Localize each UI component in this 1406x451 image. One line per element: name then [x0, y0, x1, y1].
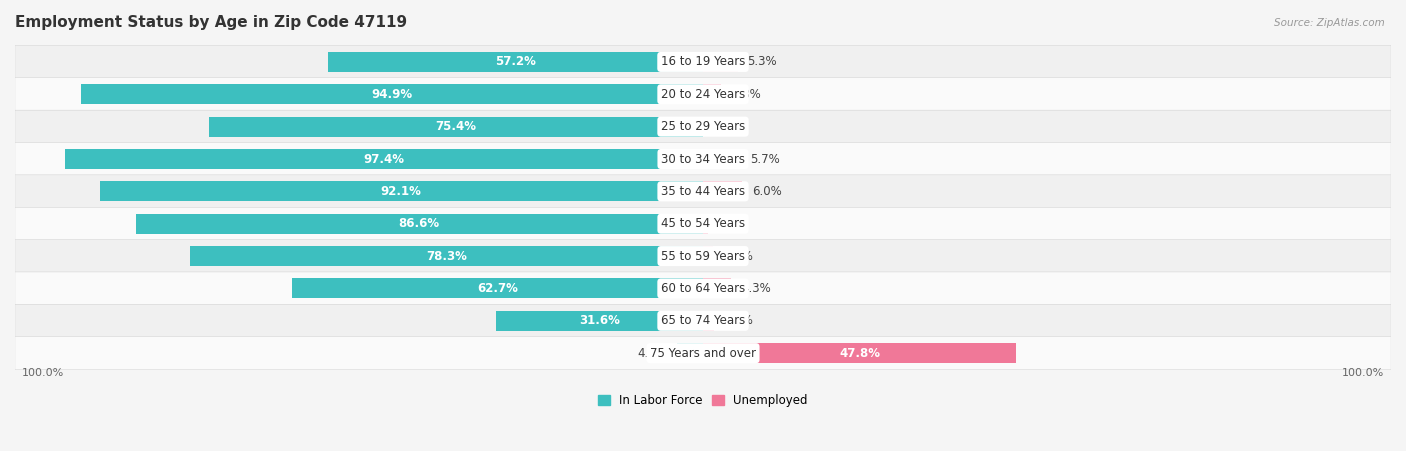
- FancyBboxPatch shape: [15, 336, 1391, 370]
- Bar: [703, 246, 713, 266]
- FancyBboxPatch shape: [15, 175, 1391, 208]
- Bar: [496, 311, 703, 331]
- Text: 97.4%: 97.4%: [363, 152, 405, 166]
- FancyBboxPatch shape: [15, 239, 1391, 272]
- Text: 86.6%: 86.6%: [399, 217, 440, 230]
- Bar: [292, 278, 703, 299]
- Bar: [703, 84, 721, 104]
- Text: 0.8%: 0.8%: [718, 217, 748, 230]
- Text: 57.2%: 57.2%: [495, 55, 536, 69]
- Bar: [209, 117, 703, 137]
- Text: 78.3%: 78.3%: [426, 249, 467, 262]
- Text: 25 to 29 Years: 25 to 29 Years: [661, 120, 745, 133]
- Text: 5.3%: 5.3%: [748, 55, 778, 69]
- Bar: [328, 52, 703, 72]
- Bar: [703, 343, 1017, 363]
- Text: 0.0%: 0.0%: [713, 120, 742, 133]
- Text: 4.0%: 4.0%: [637, 347, 666, 360]
- Text: 45 to 54 Years: 45 to 54 Years: [661, 217, 745, 230]
- FancyBboxPatch shape: [15, 304, 1391, 337]
- Bar: [135, 214, 703, 234]
- Bar: [703, 52, 738, 72]
- Legend: In Labor Force, Unemployed: In Labor Force, Unemployed: [593, 389, 813, 412]
- FancyBboxPatch shape: [15, 78, 1391, 111]
- FancyBboxPatch shape: [15, 143, 1391, 175]
- Text: 4.3%: 4.3%: [741, 282, 770, 295]
- Text: 92.1%: 92.1%: [381, 185, 422, 198]
- Text: 31.6%: 31.6%: [579, 314, 620, 327]
- Bar: [82, 84, 703, 104]
- Text: 1.7%: 1.7%: [724, 314, 754, 327]
- Bar: [703, 311, 714, 331]
- Text: 20 to 24 Years: 20 to 24 Years: [661, 88, 745, 101]
- Bar: [703, 278, 731, 299]
- Text: 100.0%: 100.0%: [21, 368, 63, 378]
- Bar: [703, 181, 742, 202]
- Text: 94.9%: 94.9%: [371, 88, 412, 101]
- FancyBboxPatch shape: [15, 110, 1391, 143]
- Text: 62.7%: 62.7%: [477, 282, 517, 295]
- FancyBboxPatch shape: [15, 207, 1391, 240]
- Bar: [100, 181, 703, 202]
- Text: Source: ZipAtlas.com: Source: ZipAtlas.com: [1274, 18, 1385, 28]
- Text: 16 to 19 Years: 16 to 19 Years: [661, 55, 745, 69]
- Text: 35 to 44 Years: 35 to 44 Years: [661, 185, 745, 198]
- Bar: [65, 149, 703, 169]
- Text: 1.6%: 1.6%: [723, 249, 754, 262]
- Text: 5.7%: 5.7%: [751, 152, 780, 166]
- Bar: [676, 343, 703, 363]
- Text: 60 to 64 Years: 60 to 64 Years: [661, 282, 745, 295]
- FancyBboxPatch shape: [15, 46, 1391, 78]
- FancyBboxPatch shape: [15, 272, 1391, 305]
- Bar: [190, 246, 703, 266]
- Text: 55 to 59 Years: 55 to 59 Years: [661, 249, 745, 262]
- Text: 75 Years and over: 75 Years and over: [650, 347, 756, 360]
- Text: 75.4%: 75.4%: [436, 120, 477, 133]
- Text: 30 to 34 Years: 30 to 34 Years: [661, 152, 745, 166]
- Text: 2.8%: 2.8%: [731, 88, 761, 101]
- Text: 100.0%: 100.0%: [1343, 368, 1385, 378]
- Text: 6.0%: 6.0%: [752, 185, 782, 198]
- Text: 47.8%: 47.8%: [839, 347, 880, 360]
- Text: 65 to 74 Years: 65 to 74 Years: [661, 314, 745, 327]
- Text: Employment Status by Age in Zip Code 47119: Employment Status by Age in Zip Code 471…: [15, 15, 408, 30]
- Bar: [703, 214, 709, 234]
- Bar: [703, 149, 741, 169]
